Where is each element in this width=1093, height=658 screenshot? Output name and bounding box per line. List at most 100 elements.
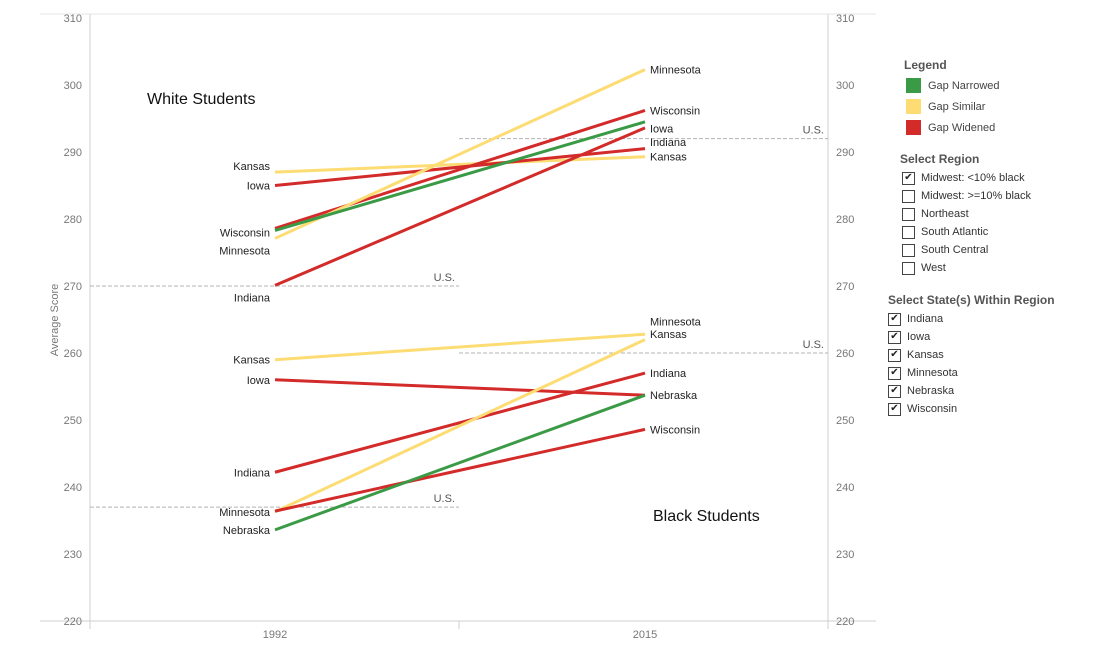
legend-swatch: [906, 78, 921, 93]
state-option[interactable]: ✔ Indiana: [888, 310, 1088, 328]
y-tick-label-right: 270: [836, 281, 854, 293]
state-option-label: Wisconsin: [907, 403, 958, 415]
state-option[interactable]: ✔ Minnesota: [888, 364, 1088, 382]
region-filter-title: Select Region: [900, 152, 980, 166]
end-label-kansas: Kansas: [650, 329, 687, 341]
legend-item: Gap Similar: [906, 96, 1088, 117]
region-filter: Select Region ✔ Midwest: <10% black Midwes…: [888, 152, 1088, 277]
y-tick-label-left: 280: [64, 214, 82, 226]
end-label-wisconsin: Wisconsin: [650, 105, 700, 117]
region-checkbox[interactable]: [902, 189, 915, 203]
state-checkbox[interactable]: ✔: [888, 366, 901, 380]
region-option-label: Midwest: <10% black: [921, 172, 1025, 184]
start-label-indiana: Indiana: [234, 292, 271, 304]
start-label-iowa: Iowa: [247, 181, 271, 193]
series-line-kansas: [274, 155, 646, 174]
region-option[interactable]: South Central: [902, 241, 1088, 259]
state-option[interactable]: ✔ Nebraska: [888, 382, 1088, 400]
y-tick-label-left: 290: [64, 147, 82, 159]
state-option-label: Iowa: [907, 331, 931, 343]
state-option[interactable]: ✔ Kansas: [888, 346, 1088, 364]
region-checkbox[interactable]: ✔: [902, 171, 915, 185]
region-checkbox[interactable]: [902, 225, 915, 239]
y-tick-label-right: 290: [836, 147, 854, 159]
region-checkbox[interactable]: [902, 261, 915, 275]
region-option[interactable]: Midwest: >=10% black: [902, 187, 1088, 205]
y-tick-label-left: 260: [64, 348, 82, 360]
end-label-kansas: Kansas: [650, 152, 687, 164]
us-label-2015: U.S.: [803, 125, 824, 137]
end-label-iowa: Iowa: [650, 124, 674, 136]
state-option-label: Indiana: [907, 313, 944, 325]
legend-item: Gap Widened: [906, 117, 1088, 138]
legend-label: Gap Narrowed: [928, 79, 1000, 92]
y-tick-label-left: 250: [64, 415, 82, 427]
y-tick-label-left: 300: [64, 80, 82, 92]
state-option-label: Kansas: [907, 349, 944, 361]
series-line-minnesota: [274, 68, 646, 240]
y-tick-label-right: 230: [836, 549, 854, 561]
region-option-label: West: [921, 262, 946, 274]
state-checkbox[interactable]: ✔: [888, 348, 901, 362]
start-label-iowa: Iowa: [247, 375, 271, 387]
y-tick-label-right: 240: [836, 482, 854, 494]
start-label-wisconsin: Wisconsin: [220, 227, 270, 239]
state-checkbox[interactable]: ✔: [888, 402, 901, 416]
state-filter-title: Select State(s) Within Region: [888, 293, 1055, 307]
start-label-kansas: Kansas: [233, 161, 270, 173]
legend-swatch: [906, 120, 921, 135]
state-option[interactable]: ✔ Wisconsin: [888, 400, 1088, 418]
state-option-label: Minnesota: [907, 367, 958, 379]
series-line-indiana: [274, 371, 646, 474]
y-tick-label-left: 220: [64, 616, 82, 628]
region-option-label: Midwest: >=10% black: [921, 190, 1032, 202]
series-line-wisconsin: [274, 120, 646, 232]
end-label-minnesota: Minnesota: [650, 65, 702, 77]
state-checkbox[interactable]: ✔: [888, 384, 901, 398]
x-category-label: 2015: [633, 629, 657, 641]
y-tick-label-right: 280: [836, 214, 854, 226]
y-axis-title: Average Score: [49, 284, 61, 357]
state-option-label: Nebraska: [907, 385, 955, 397]
series-line-wisconsin: [274, 427, 646, 513]
y-tick-label-right: 250: [836, 415, 854, 427]
slope-chart: 220 220 230 230 240 240 250 250 260 260 270 270 280 2…: [40, 13, 876, 641]
start-label-minnesota: Minnesota: [219, 507, 271, 519]
us-label-2015: U.S.: [803, 339, 824, 351]
region-option-label: South Central: [921, 244, 989, 256]
series-line-nebraska: [274, 393, 646, 532]
region-checkbox[interactable]: [902, 243, 915, 257]
start-label-minnesota: Minnesota: [219, 245, 271, 257]
series-line-iowa: [274, 378, 646, 397]
y-tick-label-left: 240: [64, 482, 82, 494]
region-option[interactable]: ✔ Midwest: <10% black: [902, 169, 1088, 187]
region-option-label: Northeast: [921, 208, 969, 220]
state-option[interactable]: ✔ Iowa: [888, 328, 1088, 346]
start-label-nebraska: Nebraska: [223, 525, 271, 537]
y-tick-label-left: 230: [64, 549, 82, 561]
end-label-indiana: Indiana: [650, 137, 687, 149]
state-filter: Select State(s) Within Region ✔ Indiana ✔ I…: [888, 293, 1088, 418]
y-tick-label-right: 260: [836, 348, 854, 360]
end-label-minnesota: Minnesota: [650, 317, 702, 329]
start-label-kansas: Kansas: [233, 355, 270, 367]
state-checkbox[interactable]: ✔: [888, 312, 901, 326]
series-line-minnesota: [274, 338, 646, 514]
region-option-label: South Atlantic: [921, 226, 989, 238]
us-label-1992: U.S.: [434, 272, 455, 284]
legend: Legend Gap Narrowed Gap Similar Gap Widene…: [888, 58, 1088, 138]
y-tick-label-right: 300: [836, 80, 854, 92]
end-label-nebraska: Nebraska: [650, 390, 698, 402]
region-checkbox[interactable]: [902, 207, 915, 221]
region-option[interactable]: Northeast: [902, 205, 1088, 223]
y-tick-label-left: 310: [64, 13, 82, 25]
region-option[interactable]: West: [902, 259, 1088, 277]
y-tick-label-right: 220: [836, 616, 854, 628]
end-label-wisconsin: Wisconsin: [650, 424, 700, 436]
panel-title-white: White Students: [147, 91, 256, 108]
region-option[interactable]: South Atlantic: [902, 223, 1088, 241]
us-label-1992: U.S.: [434, 493, 455, 505]
state-checkbox[interactable]: ✔: [888, 330, 901, 344]
us-baseline-layer: U.S. U.S. U.S. U.S.: [90, 125, 828, 508]
start-label-indiana: Indiana: [234, 467, 271, 479]
